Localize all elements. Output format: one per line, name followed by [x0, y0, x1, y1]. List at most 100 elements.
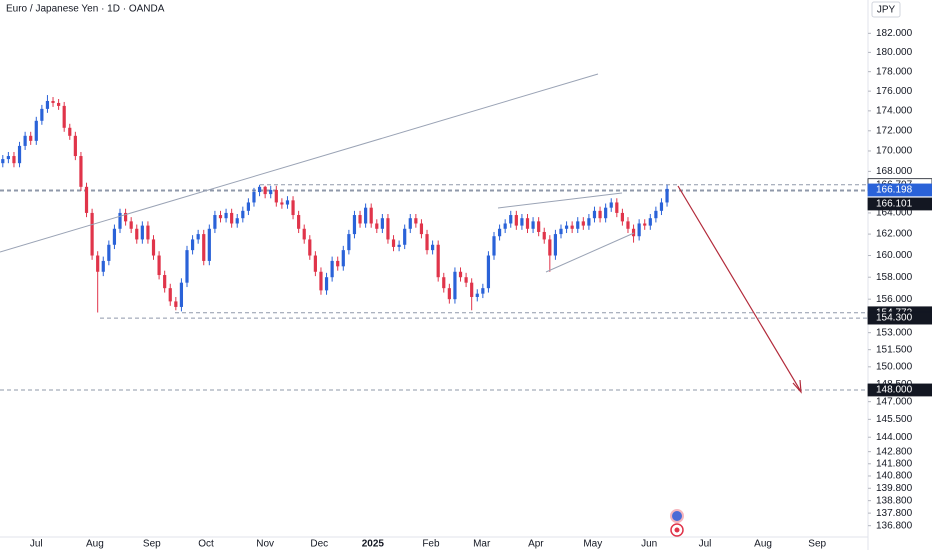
candle-body — [235, 218, 239, 224]
y-tick-label: 156.000 — [876, 294, 913, 305]
y-tick-label: 174.000 — [876, 105, 913, 116]
x-tick-label: Jun — [641, 539, 657, 550]
candle-body — [68, 127, 72, 136]
candle-body — [269, 189, 273, 195]
candle-body — [90, 212, 94, 256]
y-tick-label: 144.000 — [876, 432, 913, 443]
plot — [0, 95, 868, 391]
x-tick-label: Aug — [86, 539, 104, 550]
candle-body — [336, 260, 340, 267]
candle-body — [196, 234, 200, 240]
y-tick-label: 162.000 — [876, 229, 913, 240]
candle-body — [297, 215, 301, 229]
candle-body — [1, 159, 5, 164]
candle-body — [497, 228, 502, 237]
price-level-label: 166.101 — [876, 199, 913, 210]
candle-body — [425, 234, 429, 251]
candle-body — [648, 218, 652, 226]
currency-box[interactable] — [871, 1, 901, 18]
candle-body — [291, 200, 295, 216]
y-tick-label: 153.000 — [876, 327, 913, 338]
candle-body — [386, 218, 390, 240]
candle-body — [414, 218, 418, 224]
y-tick-label: 136.800 — [876, 520, 913, 531]
candle-body — [174, 301, 178, 307]
projection-arrow — [677, 185, 801, 391]
candle-body — [436, 244, 440, 278]
candle-body — [45, 100, 50, 109]
candle-body — [654, 210, 658, 219]
candle-body — [341, 250, 345, 267]
candle-body — [358, 215, 362, 224]
candle-body — [542, 231, 546, 240]
x-tick-label: Mar — [473, 539, 491, 550]
candle-body — [313, 255, 317, 272]
y-tick-label: 170.000 — [876, 146, 913, 157]
candle-body — [637, 223, 641, 237]
candle-body — [375, 223, 379, 229]
candle-body — [514, 215, 518, 226]
candle-body — [531, 221, 535, 229]
y-tick-label: 158.000 — [876, 272, 913, 283]
candle-body — [620, 212, 624, 222]
candle-body — [570, 225, 574, 229]
y-tick-label: 142.800 — [876, 446, 913, 457]
candle-body — [509, 215, 513, 224]
candle-body — [151, 239, 156, 256]
x-tick-label: Aug — [754, 539, 772, 550]
candle-body — [241, 210, 245, 219]
y-tick-label: 176.000 — [876, 86, 913, 97]
candle-body — [525, 218, 530, 229]
chart-title: Euro / Japanese Yen · 1D · OANDA — [6, 4, 165, 15]
candle-body — [643, 223, 647, 226]
y-tick-label: 137.800 — [876, 508, 913, 519]
candle-body — [112, 228, 117, 245]
candle-body — [659, 202, 664, 211]
candle-body — [330, 260, 334, 278]
candle-body — [190, 239, 195, 251]
x-tick-label: Sep — [808, 539, 826, 550]
candle-body — [431, 244, 435, 251]
arrow-head — [792, 379, 802, 394]
x-tick-label: Oct — [198, 539, 214, 550]
candle-body — [118, 212, 122, 229]
candle-body — [408, 218, 412, 229]
wedge-upper-line — [497, 192, 623, 209]
candle-body — [285, 200, 290, 205]
candle-body — [581, 221, 585, 226]
candle-body — [57, 102, 61, 106]
candle-body — [475, 293, 479, 297]
candle-body — [34, 120, 38, 141]
candle-body — [84, 186, 89, 213]
event-icon[interactable] — [670, 509, 684, 523]
x-tick-label: Jul — [699, 539, 712, 550]
candle-body — [202, 234, 206, 261]
candle-body — [23, 135, 27, 146]
x-tick-label: 2025 — [362, 539, 385, 550]
candle-body — [280, 202, 284, 205]
y-tick-label: 151.500 — [876, 344, 913, 355]
candle-body — [101, 260, 105, 272]
y-tick-label: 138.800 — [876, 495, 913, 506]
candle-body — [553, 234, 558, 256]
candle-body — [218, 215, 223, 219]
candle-body — [397, 244, 401, 247]
y-tick-label: 172.000 — [876, 125, 913, 136]
candle-body — [464, 277, 468, 283]
candle-body — [442, 277, 446, 289]
candle-body — [263, 186, 267, 195]
candle-body — [185, 250, 189, 283]
candle-body — [179, 282, 184, 307]
candle-body — [453, 271, 457, 300]
candle-body — [626, 221, 630, 229]
currency-label: JPY — [877, 5, 896, 16]
price-level-label: 166.198 — [876, 185, 913, 196]
candle-body — [609, 202, 613, 208]
candle-body — [665, 188, 669, 203]
x-tick-label: Dec — [310, 539, 328, 550]
candle-body — [537, 221, 541, 232]
price-level-box — [867, 197, 932, 211]
candle-body — [257, 186, 262, 193]
y-tick-label: 150.000 — [876, 361, 913, 372]
